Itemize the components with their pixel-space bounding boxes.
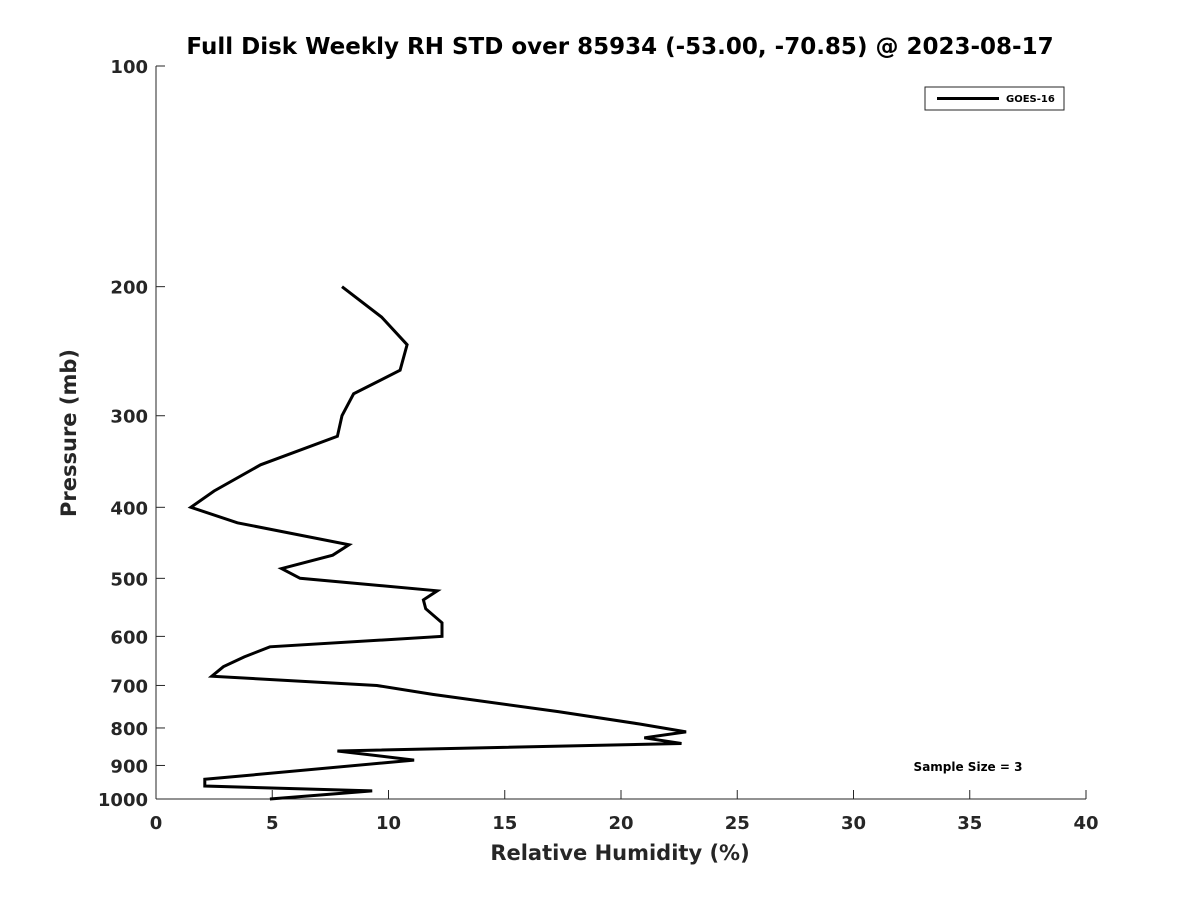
- y-tick-label: 500: [110, 569, 148, 590]
- y-tick-label: 400: [110, 498, 148, 519]
- plot-area: [187, 285, 687, 801]
- x-tick-label: 20: [608, 813, 633, 834]
- y-axis-label: Pressure (mb): [57, 349, 81, 517]
- y-tick-label: 100: [110, 57, 148, 78]
- series-line-goes-16: [187, 285, 687, 801]
- y-tick-label: 900: [110, 756, 148, 777]
- x-tick-label: 30: [841, 813, 866, 834]
- x-tick-label: 40: [1073, 813, 1098, 834]
- sample-size-note: Sample Size = 3: [914, 760, 1023, 774]
- legend: GOES-16: [924, 86, 1065, 111]
- chart-title: Full Disk Weekly RH STD over 85934 (-53.…: [186, 34, 1053, 60]
- x-tick-label: 5: [266, 813, 279, 834]
- x-tick-label: 15: [492, 813, 517, 834]
- x-tick-label: 35: [957, 813, 982, 834]
- y-tick-label: 600: [110, 627, 148, 648]
- y-tick-label: 700: [110, 676, 148, 697]
- y-tick-label: 800: [110, 719, 148, 740]
- axes: 0 5 10 15 20 25 30 35 40 100 200 300 400 500 600 700 800…: [98, 57, 1099, 834]
- x-tick-label: 25: [725, 813, 750, 834]
- x-axis-label: Relative Humidity (%): [490, 841, 749, 865]
- legend-label: GOES-16: [1006, 94, 1055, 105]
- y-tick-label: 200: [110, 278, 148, 299]
- x-tick-label: 0: [150, 813, 163, 834]
- x-tick-label: 10: [376, 813, 401, 834]
- y-tick-label: 1000: [98, 790, 148, 811]
- y-tick-label: 300: [110, 407, 148, 428]
